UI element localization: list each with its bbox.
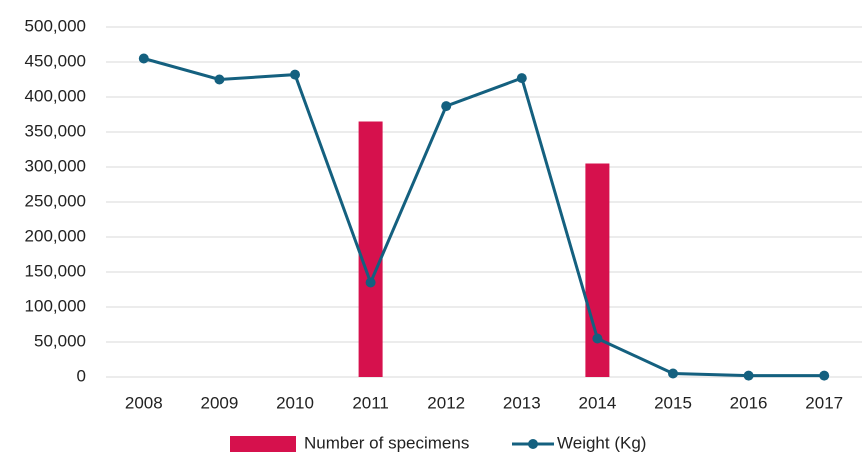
x-tick-label: 2009 bbox=[200, 393, 238, 412]
x-tick-label: 2016 bbox=[730, 393, 768, 412]
point bbox=[592, 333, 603, 344]
y-tick-label: 450,000 bbox=[25, 51, 86, 70]
x-tick-label: 2011 bbox=[352, 393, 389, 412]
x-tick-label: 2013 bbox=[503, 393, 541, 412]
bar bbox=[358, 121, 383, 377]
point bbox=[441, 101, 452, 112]
y-tick-label: 150,000 bbox=[25, 261, 86, 280]
y-tick-label: 500,000 bbox=[25, 16, 86, 35]
y-tick-label: 200,000 bbox=[25, 226, 86, 245]
legend-label: Number of specimens bbox=[304, 433, 469, 452]
point bbox=[668, 368, 678, 379]
y-tick-label: 300,000 bbox=[25, 156, 86, 175]
point bbox=[290, 69, 300, 80]
x-tick-label: 2014 bbox=[578, 393, 616, 412]
x-tick-label: 2017 bbox=[805, 393, 843, 412]
bar bbox=[585, 163, 610, 377]
legend-label: Weight (Kg) bbox=[557, 433, 646, 452]
point bbox=[138, 53, 149, 64]
y-tick-label: 100,000 bbox=[25, 296, 86, 315]
y-tick-label: 50,000 bbox=[34, 331, 86, 350]
point bbox=[516, 73, 527, 84]
x-tick-label: 2015 bbox=[654, 393, 692, 412]
point bbox=[819, 370, 830, 381]
legend-swatch bbox=[528, 439, 538, 449]
x-tick-label: 2008 bbox=[125, 393, 163, 412]
x-tick-label: 2010 bbox=[276, 393, 314, 412]
line bbox=[143, 57, 825, 378]
point bbox=[214, 74, 225, 85]
point bbox=[743, 370, 754, 381]
y-tick-label: 350,000 bbox=[25, 121, 86, 140]
x-tick-label: 2012 bbox=[427, 393, 465, 412]
legend-swatch bbox=[230, 436, 296, 452]
point bbox=[365, 277, 376, 288]
y-tick-label: 400,000 bbox=[25, 86, 86, 105]
y-tick-label: 0 bbox=[77, 366, 86, 385]
y-tick-label: 250,000 bbox=[25, 191, 86, 210]
